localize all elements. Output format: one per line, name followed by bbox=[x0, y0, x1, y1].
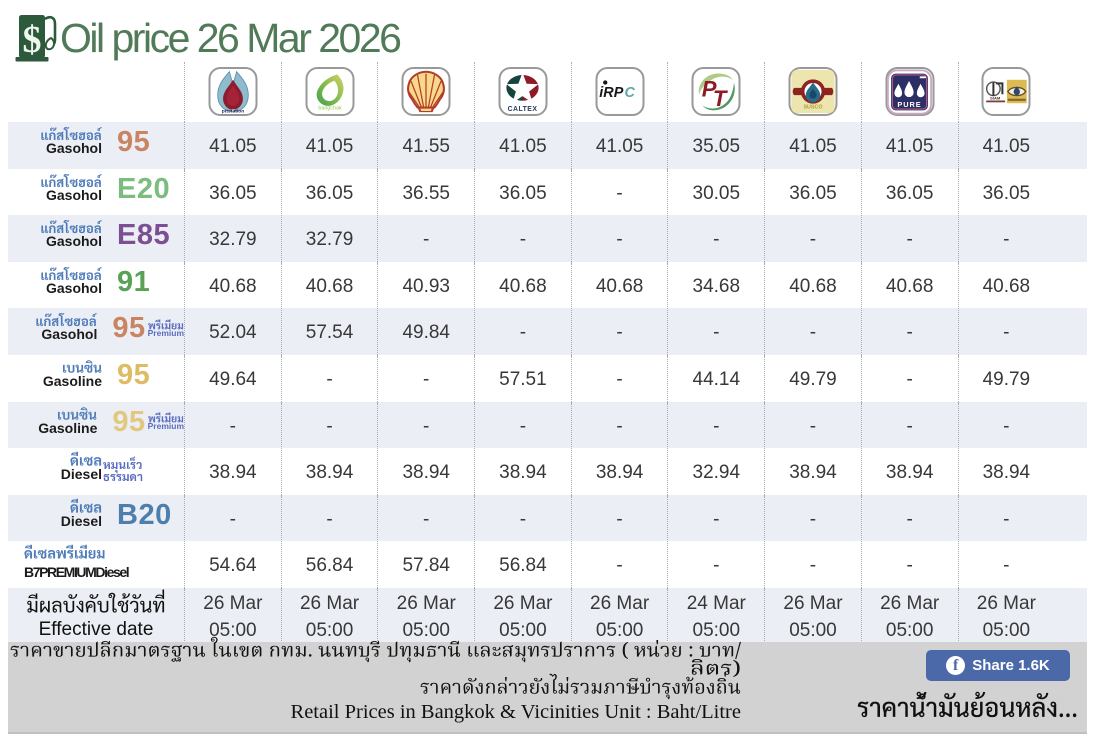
svg-text:PURE: PURE bbox=[898, 100, 922, 109]
svg-text:T: T bbox=[713, 85, 729, 110]
svg-text:iRP: iRP bbox=[599, 85, 623, 101]
svg-text:P: P bbox=[702, 76, 717, 101]
svg-text:C: C bbox=[624, 85, 635, 101]
svg-text:$: $ bbox=[23, 19, 42, 61]
svg-text:SIAM: SIAM bbox=[991, 96, 1002, 101]
svg-text:pttstation: pttstation bbox=[222, 109, 245, 115]
svg-text:SUSCO: SUSCO bbox=[803, 105, 822, 111]
svg-text:CALTEX: CALTEX bbox=[508, 105, 538, 112]
svg-text:bangchak: bangchak bbox=[318, 106, 342, 112]
